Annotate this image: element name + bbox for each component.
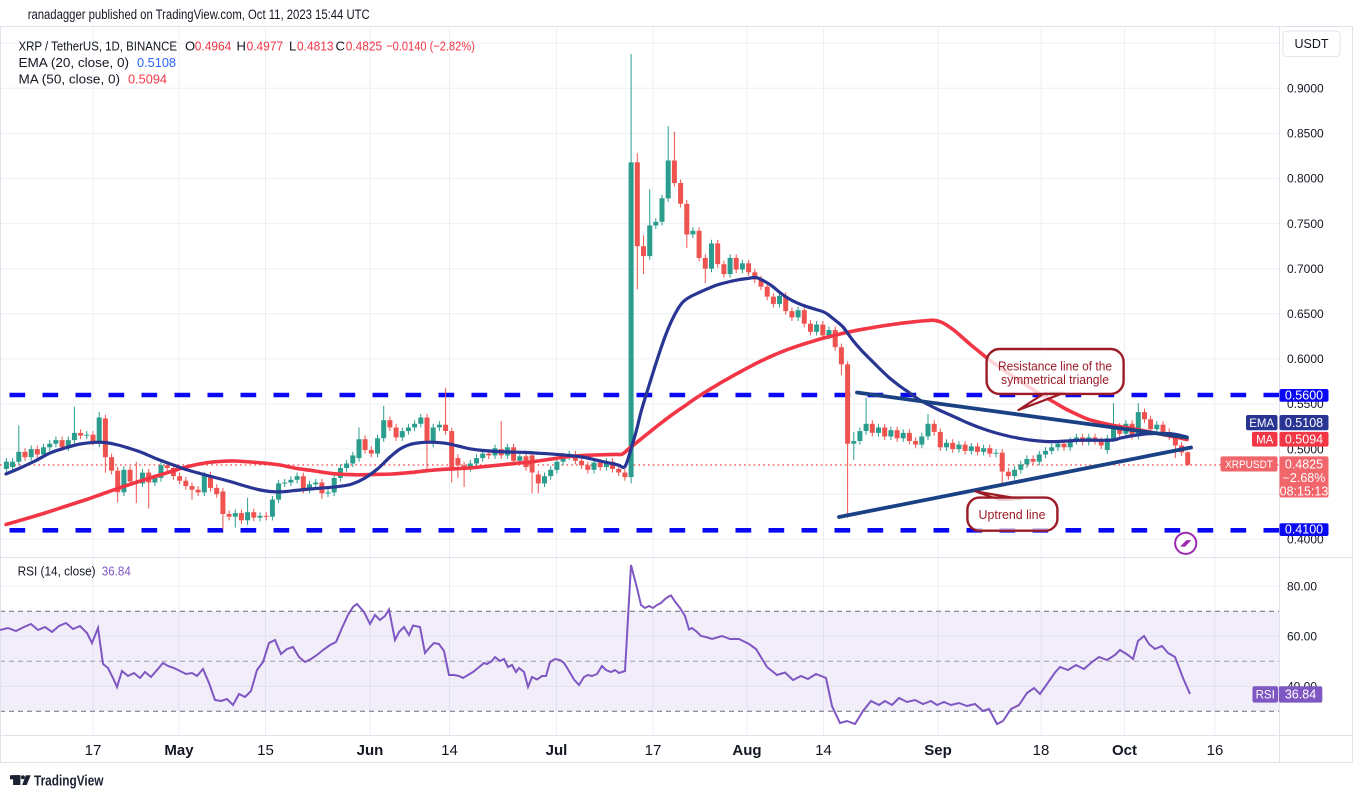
svg-text:17: 17: [85, 742, 102, 759]
svg-text:Sep: Sep: [924, 742, 952, 759]
svg-text:14: 14: [441, 742, 458, 759]
svg-text:O: O: [185, 38, 195, 53]
svg-text:0.5094: 0.5094: [1285, 432, 1323, 446]
svg-text:EMA: EMA: [1249, 418, 1274, 430]
svg-text:0.4977: 0.4977: [247, 38, 284, 53]
svg-text:80.00: 80.00: [1287, 580, 1317, 594]
svg-text:36.84: 36.84: [102, 564, 131, 579]
svg-text:XRPUSDT: XRPUSDT: [1225, 459, 1273, 471]
svg-text:ranadagger published on Tradin: ranadagger published on TradingView.com,…: [28, 7, 370, 22]
svg-text:0.7000: 0.7000: [1287, 262, 1324, 276]
svg-text:RSI (14, close): RSI (14, close): [18, 564, 96, 579]
svg-text:MA (50, close, 0): MA (50, close, 0): [19, 71, 121, 86]
svg-text:0.4813: 0.4813: [297, 38, 334, 53]
svg-text:0.6000: 0.6000: [1287, 352, 1324, 366]
svg-text:0.4825: 0.4825: [346, 38, 383, 53]
svg-text:Resistance line of the: Resistance line of the: [998, 359, 1112, 374]
svg-text:17: 17: [645, 742, 662, 759]
svg-text:0.5108: 0.5108: [137, 55, 176, 70]
svg-text:15: 15: [257, 742, 274, 759]
svg-text:0.8000: 0.8000: [1287, 172, 1324, 186]
svg-text:L: L: [289, 38, 296, 53]
svg-text:XRP / TetherUS, 1D, BINANCE: XRP / TetherUS, 1D, BINANCE: [19, 38, 178, 53]
svg-text:Oct: Oct: [1112, 742, 1137, 759]
svg-text:−0.0140 (−2.82%): −0.0140 (−2.82%): [386, 38, 475, 53]
svg-text:0.6500: 0.6500: [1287, 307, 1324, 321]
svg-text:Uptrend line: Uptrend line: [979, 507, 1046, 522]
svg-text:MA: MA: [1256, 434, 1274, 446]
svg-text:USDT: USDT: [1294, 37, 1328, 51]
svg-text:0.5600: 0.5600: [1285, 388, 1323, 402]
svg-text:TradingView: TradingView: [34, 773, 104, 789]
svg-text:16: 16: [1207, 742, 1224, 759]
svg-text:Jul: Jul: [546, 742, 568, 759]
svg-text:C: C: [336, 38, 345, 53]
svg-text:−2.68%: −2.68%: [1283, 471, 1326, 485]
svg-text:36.84: 36.84: [1285, 688, 1316, 702]
svg-text:0.5108: 0.5108: [1285, 416, 1323, 430]
svg-text:May: May: [164, 742, 194, 759]
svg-text:0.7500: 0.7500: [1287, 217, 1324, 231]
svg-text:0.5094: 0.5094: [128, 71, 167, 86]
svg-text:0.8500: 0.8500: [1287, 127, 1324, 141]
svg-text:0.9000: 0.9000: [1287, 82, 1324, 96]
svg-text:60.00: 60.00: [1287, 630, 1317, 644]
svg-text:H: H: [237, 38, 246, 53]
svg-text:14: 14: [815, 742, 832, 759]
svg-text:18: 18: [1033, 742, 1050, 759]
svg-text:0.4964: 0.4964: [195, 38, 232, 53]
svg-text:RSI: RSI: [1256, 690, 1275, 702]
svg-text:Jun: Jun: [357, 742, 384, 759]
svg-text:Aug: Aug: [732, 742, 761, 759]
svg-text:EMA (20, close, 0): EMA (20, close, 0): [19, 55, 130, 70]
svg-text:0.4825: 0.4825: [1285, 458, 1323, 472]
svg-text:08:15:13: 08:15:13: [1280, 485, 1329, 499]
svg-text:0.4100: 0.4100: [1285, 523, 1323, 537]
svg-text:symmetrical triangle: symmetrical triangle: [1001, 372, 1109, 387]
